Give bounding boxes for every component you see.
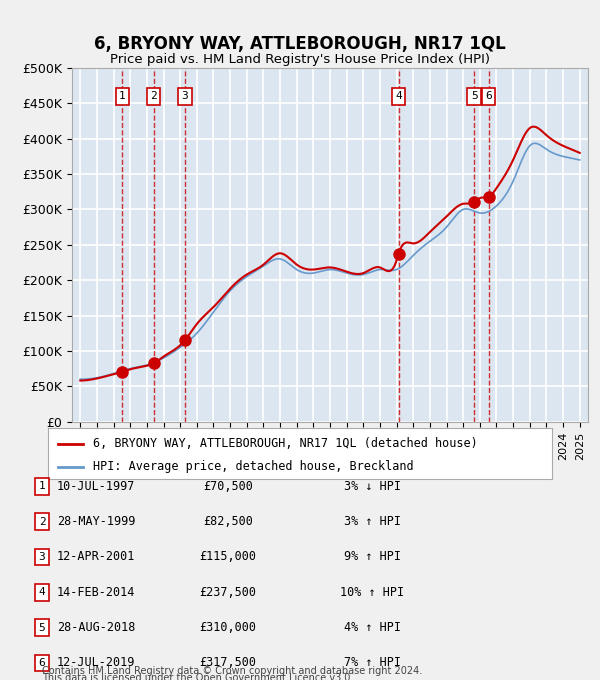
Text: 3% ↓ HPI: 3% ↓ HPI bbox=[343, 479, 401, 493]
Text: 4: 4 bbox=[38, 588, 46, 597]
Text: 6, BRYONY WAY, ATTLEBOROUGH, NR17 1QL (detached house): 6, BRYONY WAY, ATTLEBOROUGH, NR17 1QL (d… bbox=[94, 437, 478, 450]
Text: 4% ↑ HPI: 4% ↑ HPI bbox=[343, 621, 401, 634]
Text: 10-JUL-1997: 10-JUL-1997 bbox=[57, 479, 135, 493]
Text: This data is licensed under the Open Government Licence v3.0.: This data is licensed under the Open Gov… bbox=[42, 673, 353, 680]
Text: Price paid vs. HM Land Registry's House Price Index (HPI): Price paid vs. HM Land Registry's House … bbox=[110, 53, 490, 67]
Text: HPI: Average price, detached house, Breckland: HPI: Average price, detached house, Brec… bbox=[94, 460, 414, 473]
Text: 4: 4 bbox=[395, 91, 402, 101]
Text: 5: 5 bbox=[471, 91, 478, 101]
Text: 1: 1 bbox=[119, 91, 126, 101]
Text: £237,500: £237,500 bbox=[199, 585, 257, 599]
Text: 3: 3 bbox=[38, 552, 46, 562]
Text: 3% ↑ HPI: 3% ↑ HPI bbox=[343, 515, 401, 528]
Text: 28-AUG-2018: 28-AUG-2018 bbox=[57, 621, 135, 634]
Text: 14-FEB-2014: 14-FEB-2014 bbox=[57, 585, 135, 599]
Text: 2: 2 bbox=[38, 517, 46, 526]
Text: £70,500: £70,500 bbox=[203, 479, 253, 493]
Text: 12-APR-2001: 12-APR-2001 bbox=[57, 550, 135, 564]
Text: 6: 6 bbox=[38, 658, 46, 668]
Text: £115,000: £115,000 bbox=[199, 550, 257, 564]
Text: £82,500: £82,500 bbox=[203, 515, 253, 528]
Text: 28-MAY-1999: 28-MAY-1999 bbox=[57, 515, 135, 528]
Text: £310,000: £310,000 bbox=[199, 621, 257, 634]
Text: 7% ↑ HPI: 7% ↑ HPI bbox=[343, 656, 401, 670]
Text: 2: 2 bbox=[151, 91, 157, 101]
Text: 9% ↑ HPI: 9% ↑ HPI bbox=[343, 550, 401, 564]
Text: 3: 3 bbox=[181, 91, 188, 101]
Text: £317,500: £317,500 bbox=[199, 656, 257, 670]
Text: 12-JUL-2019: 12-JUL-2019 bbox=[57, 656, 135, 670]
Text: 6, BRYONY WAY, ATTLEBOROUGH, NR17 1QL: 6, BRYONY WAY, ATTLEBOROUGH, NR17 1QL bbox=[94, 35, 506, 53]
Text: Contains HM Land Registry data © Crown copyright and database right 2024.: Contains HM Land Registry data © Crown c… bbox=[42, 666, 422, 676]
Text: 10% ↑ HPI: 10% ↑ HPI bbox=[340, 585, 404, 599]
Text: 6: 6 bbox=[485, 91, 492, 101]
Text: 5: 5 bbox=[38, 623, 46, 632]
Text: 1: 1 bbox=[38, 481, 46, 491]
